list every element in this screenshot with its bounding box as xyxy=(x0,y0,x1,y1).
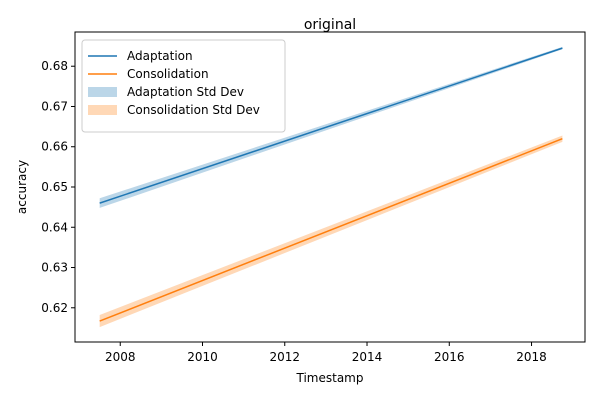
legend-box xyxy=(81,39,286,133)
legend-swatch-consolidation-std-dev xyxy=(88,105,117,115)
y-tick-label: 0.65 xyxy=(41,180,68,194)
legend-swatch-adaptation-std-dev xyxy=(88,87,117,97)
y-tick-label: 0.62 xyxy=(41,301,68,315)
x-tick-label: 2010 xyxy=(187,350,218,364)
legend-label-consolidation-std-dev: Consolidation Std Dev xyxy=(127,103,260,117)
adaptation-line xyxy=(99,47,563,204)
x-tick-label: 2014 xyxy=(352,350,383,364)
y-tick-label: 0.64 xyxy=(41,220,68,234)
x-tick-label: 2012 xyxy=(269,350,300,364)
y-tick-label: 0.67 xyxy=(41,99,68,113)
series-lines xyxy=(99,47,563,322)
legend: Adaptation Consolidation Adaptation Std De… xyxy=(81,39,286,133)
x-tick-label: 2008 xyxy=(105,350,136,364)
y-tick-label: 0.66 xyxy=(41,140,68,154)
x-axis-label: Timestamp xyxy=(296,371,364,385)
legend-label-consolidation: Consolidation xyxy=(127,67,209,81)
consolidation-std-dev-band xyxy=(99,135,563,328)
legend-label-adaptation: Adaptation xyxy=(127,49,193,63)
chart-title: original xyxy=(304,17,356,33)
legend-label-adaptation-std-dev: Adaptation Std Dev xyxy=(127,85,244,99)
x-axis-ticks: 2008 2010 2012 2014 2016 2018 xyxy=(105,342,547,364)
y-axis-ticks: 0.62 0.63 0.64 0.65 0.66 0.67 0.68 xyxy=(41,59,75,315)
x-tick-label: 2018 xyxy=(516,350,547,364)
y-axis-label: accuracy xyxy=(15,160,29,214)
y-tick-label: 0.63 xyxy=(41,261,68,275)
y-tick-label: 0.68 xyxy=(41,59,68,73)
x-tick-label: 2016 xyxy=(434,350,465,364)
consolidation-line xyxy=(99,137,563,322)
